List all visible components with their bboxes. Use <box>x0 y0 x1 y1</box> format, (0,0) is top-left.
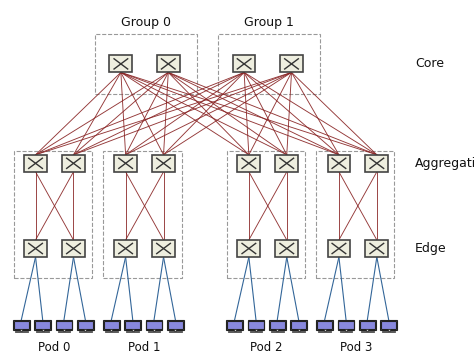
Bar <box>365 240 388 257</box>
Bar <box>280 55 303 72</box>
Bar <box>359 320 375 330</box>
Bar <box>298 329 300 331</box>
Bar <box>127 331 139 332</box>
Bar <box>234 329 236 331</box>
Text: Group 0: Group 0 <box>121 16 171 29</box>
Bar <box>62 155 85 172</box>
Bar <box>167 320 183 330</box>
Bar <box>383 331 395 332</box>
Bar <box>56 320 72 330</box>
Bar <box>15 331 27 332</box>
Bar <box>227 321 242 329</box>
Bar <box>13 320 29 330</box>
Bar <box>237 155 260 172</box>
Bar <box>104 321 119 329</box>
Bar <box>338 321 354 329</box>
Bar <box>77 320 93 330</box>
Bar <box>381 321 396 329</box>
Bar <box>56 321 72 329</box>
Bar <box>381 320 397 330</box>
Bar <box>366 329 368 331</box>
Bar <box>269 320 285 330</box>
Bar <box>146 321 162 329</box>
Bar <box>218 34 320 94</box>
Bar <box>84 329 86 331</box>
Text: Pod 0: Pod 0 <box>38 341 71 354</box>
Bar <box>110 329 112 331</box>
Bar <box>174 329 176 331</box>
Bar <box>114 240 137 257</box>
Bar <box>248 321 264 329</box>
Bar <box>338 320 354 330</box>
Bar <box>62 240 85 257</box>
Bar <box>316 151 394 278</box>
Bar <box>79 331 91 332</box>
Bar <box>152 240 175 257</box>
Bar <box>103 151 182 278</box>
Text: Core: Core <box>415 58 444 70</box>
Text: Aggregation: Aggregation <box>415 157 474 170</box>
Text: Pod 3: Pod 3 <box>340 341 373 354</box>
Bar <box>24 155 47 172</box>
Bar <box>319 331 331 332</box>
Bar <box>275 240 298 257</box>
Text: Group 1: Group 1 <box>244 16 294 29</box>
Bar <box>153 329 155 331</box>
Bar <box>103 320 119 330</box>
Bar <box>228 331 241 332</box>
Text: Pod 2: Pod 2 <box>250 341 283 354</box>
Bar <box>157 55 180 72</box>
Bar <box>275 155 298 172</box>
Bar <box>169 331 182 332</box>
Bar <box>58 331 70 332</box>
Bar <box>328 155 350 172</box>
Bar <box>248 320 264 330</box>
Bar <box>388 329 390 331</box>
Bar <box>105 331 118 332</box>
Bar <box>271 331 283 332</box>
Bar <box>109 55 132 72</box>
Text: Edge: Edge <box>415 242 447 255</box>
Bar <box>35 320 51 330</box>
Bar <box>20 329 22 331</box>
Bar <box>35 321 50 329</box>
Bar <box>132 329 134 331</box>
Bar <box>250 331 262 332</box>
Bar <box>292 331 305 332</box>
Bar <box>361 331 374 332</box>
Bar <box>125 320 141 330</box>
Bar <box>36 331 49 332</box>
Bar <box>237 240 260 257</box>
Bar <box>291 321 306 329</box>
Bar <box>14 321 29 329</box>
Bar <box>270 321 285 329</box>
Bar <box>255 329 257 331</box>
Bar <box>114 155 137 172</box>
Bar <box>340 331 352 332</box>
Bar <box>125 321 140 329</box>
Bar <box>291 320 307 330</box>
Bar <box>42 329 44 331</box>
Bar <box>328 240 350 257</box>
Bar <box>24 240 47 257</box>
Bar <box>276 329 278 331</box>
Bar <box>95 34 197 94</box>
Bar <box>317 321 332 329</box>
Bar <box>360 321 375 329</box>
Bar <box>168 321 183 329</box>
Bar <box>227 320 243 330</box>
Bar <box>146 320 162 330</box>
Bar <box>78 321 93 329</box>
Bar <box>63 329 65 331</box>
Text: Pod 1: Pod 1 <box>128 341 161 354</box>
Bar <box>317 320 333 330</box>
Bar <box>227 151 305 278</box>
Bar <box>14 151 92 278</box>
Bar <box>324 329 326 331</box>
Bar <box>345 329 347 331</box>
Bar <box>148 331 160 332</box>
Bar <box>233 55 255 72</box>
Bar <box>152 155 175 172</box>
Bar <box>365 155 388 172</box>
